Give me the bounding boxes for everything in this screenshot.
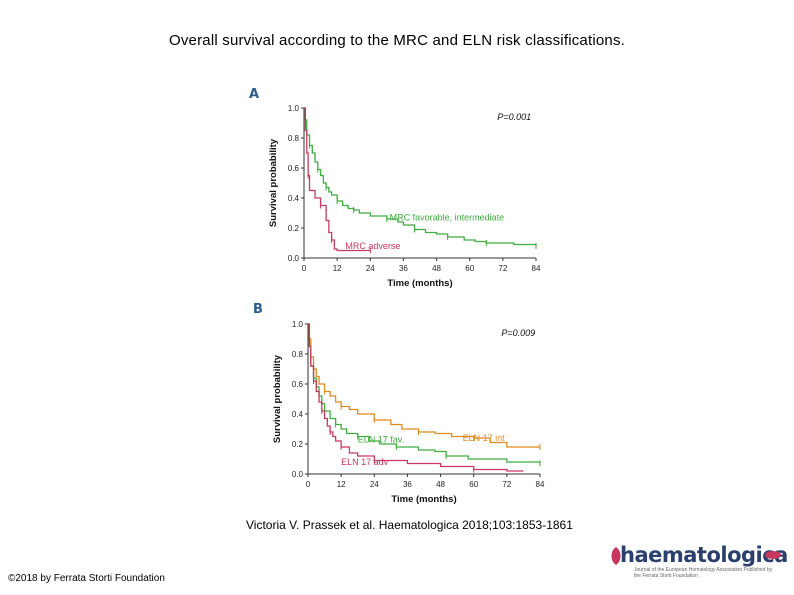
y-tick-label: 0.2 <box>292 440 304 449</box>
y-tick-label: 0.0 <box>288 254 300 263</box>
p-value-label: P=0.009 <box>501 328 535 338</box>
series-label: ELN 17 fav. <box>358 435 404 445</box>
series-label: ELN 17 int <box>463 433 506 443</box>
x-tick-label: 60 <box>469 480 478 489</box>
series-label: MRC adverse <box>345 241 400 251</box>
x-tick-label: 0 <box>302 264 307 273</box>
y-tick-label: 0.6 <box>292 380 304 389</box>
series-curve <box>308 323 541 464</box>
series-label: MRC favorable, intermediate <box>390 213 505 223</box>
citation: Victoria V. Prassek et al. Haematologica… <box>246 518 573 532</box>
y-tick-label: 1.0 <box>292 320 304 329</box>
x-tick-label: 48 <box>432 264 441 273</box>
logo-cell-icon <box>765 551 781 559</box>
series-curve <box>304 107 537 246</box>
series-label: ELN 17 adv <box>341 457 389 467</box>
x-tick-label: 24 <box>366 264 375 273</box>
x-tick-label: 84 <box>532 264 541 273</box>
y-axis-title: Survival probability <box>268 138 279 227</box>
y-tick-label: 0.2 <box>288 224 300 233</box>
chart-panel-a: 0.0 0.2 0.4 0.6 0.8 1.0 0 12 24 36 48 60 72 84 Time (m… <box>268 104 541 289</box>
series-curve <box>304 107 371 252</box>
copyright: ©2018 by Ferrata Storti Foundation <box>8 573 165 584</box>
x-tick-label: 12 <box>337 480 346 489</box>
slide-title: Overall survival according to the MRC an… <box>168 32 626 49</box>
series-curve <box>308 323 540 448</box>
x-tick-label: 36 <box>399 264 408 273</box>
y-tick-label: 0.4 <box>288 194 300 203</box>
series-curve <box>308 323 524 472</box>
panel-letter-b: B <box>253 302 263 317</box>
x-tick-label: 72 <box>498 264 507 273</box>
x-axis-title: Time (months) <box>387 278 452 289</box>
y-tick-label: 0.4 <box>292 410 304 419</box>
y-tick-label: 0.0 <box>292 470 304 479</box>
y-tick-label: 1.0 <box>288 104 300 113</box>
x-tick-label: 84 <box>536 480 545 489</box>
y-tick-label: 0.8 <box>292 350 304 359</box>
x-tick-label: 36 <box>403 480 412 489</box>
y-axis-title: Survival probability <box>272 354 283 443</box>
logo-subtext: Journal of the European Hematology Assoc… <box>634 567 773 579</box>
y-tick-label: 0.8 <box>288 134 300 143</box>
x-tick-label: 48 <box>436 480 445 489</box>
x-tick-label: 12 <box>333 264 342 273</box>
x-tick-label: 0 <box>306 480 311 489</box>
x-tick-label: 60 <box>465 264 474 273</box>
panel-letter-a: A <box>249 87 260 102</box>
chart-panel-b: 0.0 0.2 0.4 0.6 0.8 1.0 0 12 24 36 48 60 72 84 Time (m… <box>272 320 545 505</box>
y-tick-label: 0.6 <box>288 164 300 173</box>
logo-mark-icon <box>611 547 621 565</box>
p-value-label: P=0.001 <box>497 112 531 122</box>
journal-logo: haematologica Journal of the European He… <box>608 541 788 581</box>
x-axis-title: Time (months) <box>391 494 456 505</box>
x-tick-label: 24 <box>370 480 379 489</box>
x-tick-label: 72 <box>502 480 511 489</box>
logo-wordmark: haematologica <box>620 543 788 567</box>
